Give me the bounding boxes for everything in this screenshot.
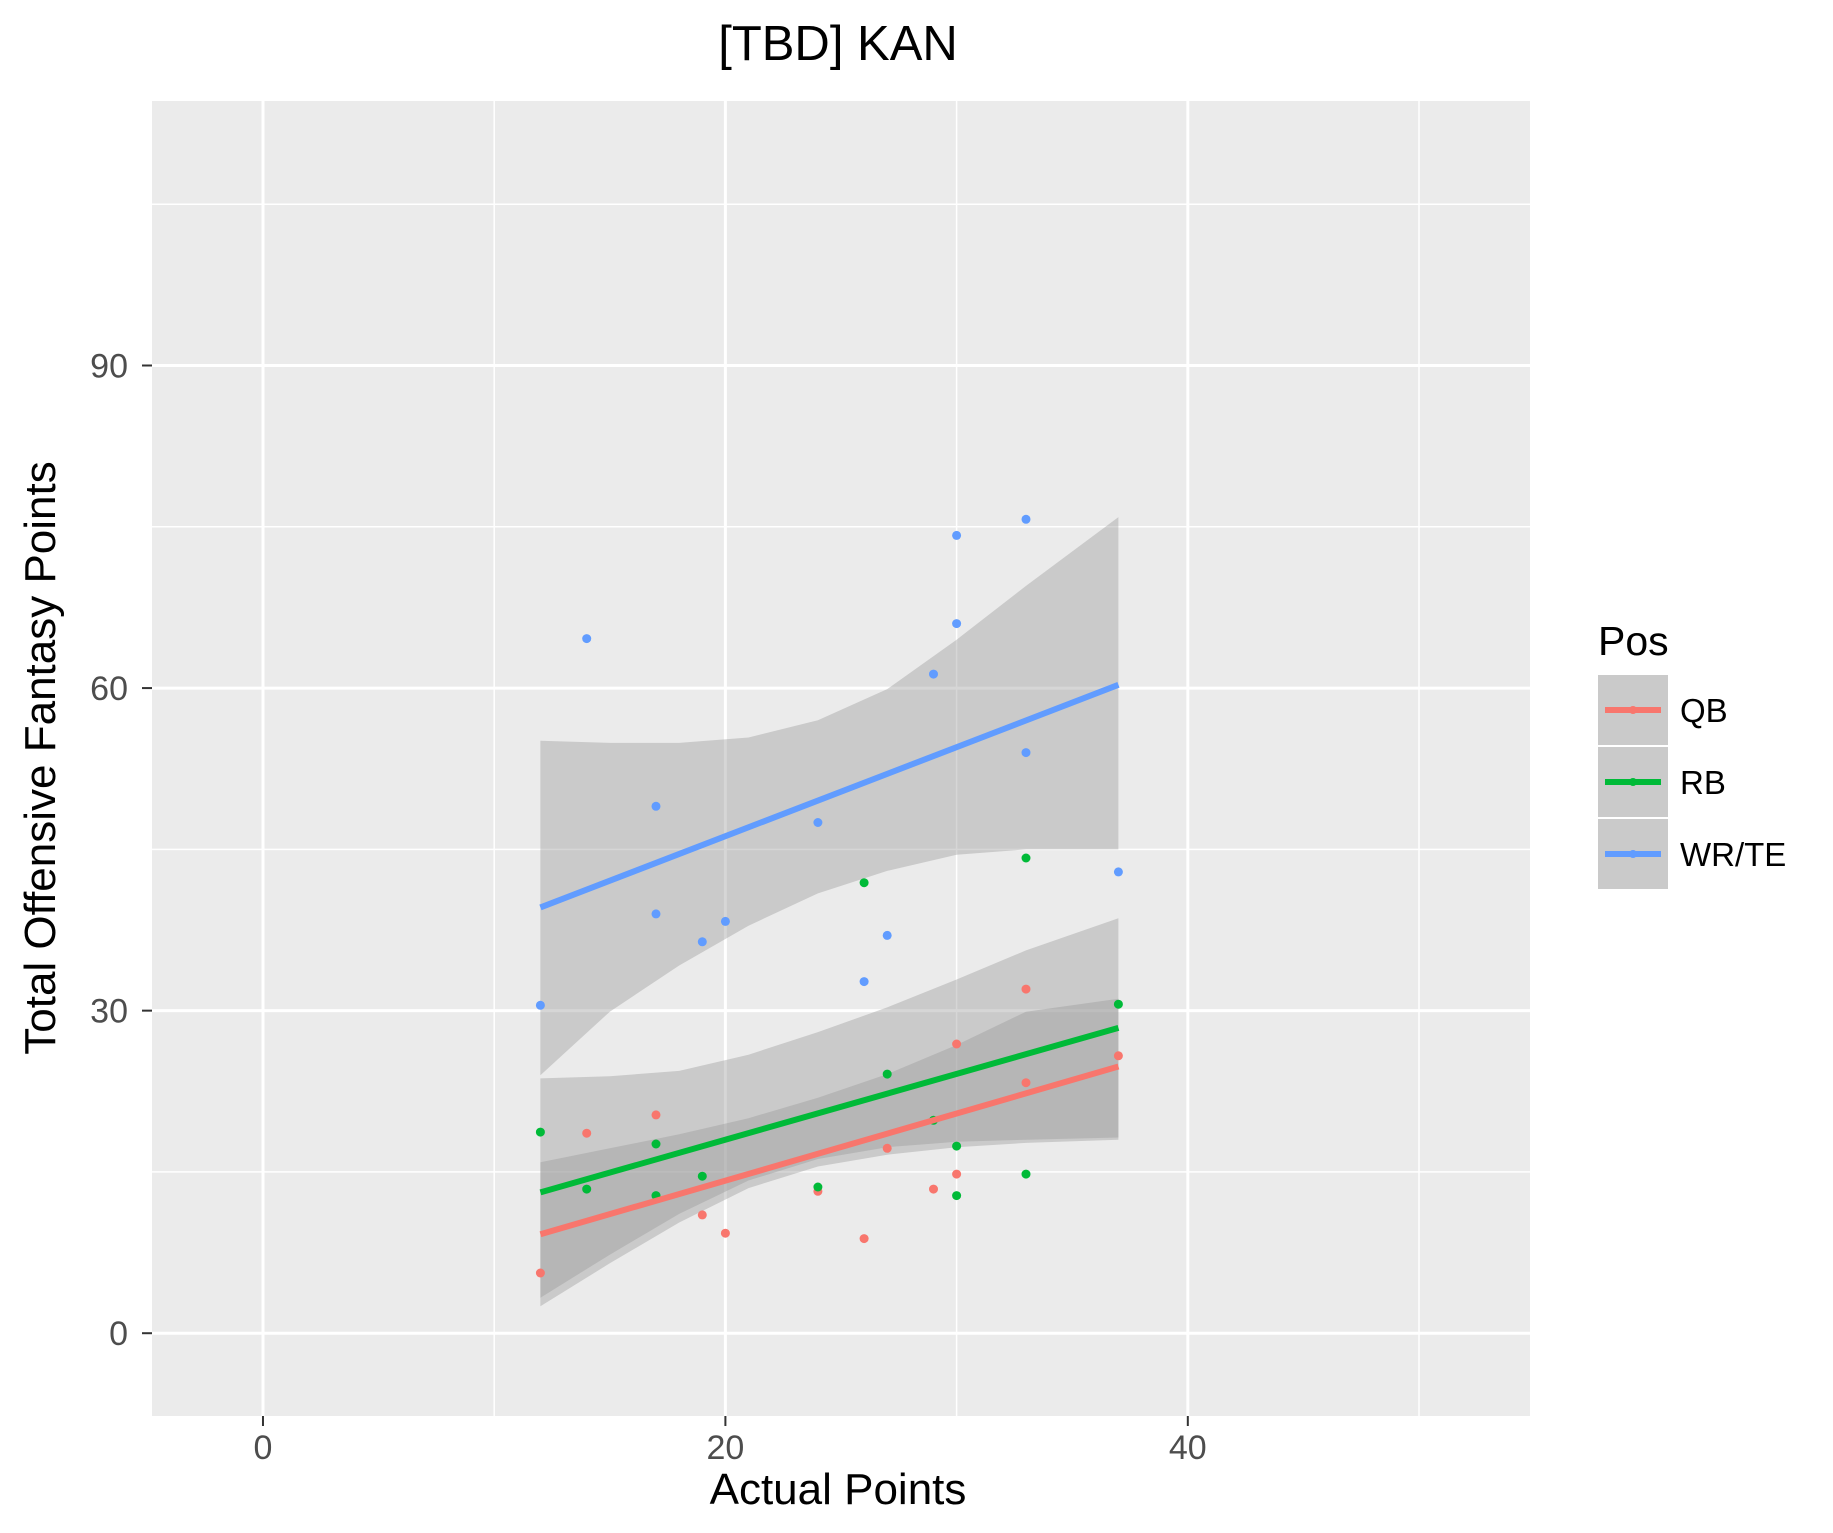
data-points — [535, 514, 1123, 1278]
point-wr-te — [813, 818, 823, 827]
point-wr-te — [882, 930, 892, 940]
point-rb — [582, 1184, 592, 1194]
point-rb — [1113, 999, 1123, 1009]
point-wr-te — [651, 801, 661, 811]
point-rb — [651, 1139, 661, 1149]
chart-title: [TBD] KAN — [718, 17, 958, 71]
point-wr-te — [651, 909, 661, 919]
point-rb — [813, 1182, 823, 1192]
legend-label: WR/TE — [1680, 836, 1786, 873]
x-tick-label: 20 — [706, 1429, 744, 1467]
point-qb — [882, 1143, 892, 1153]
point-qb — [929, 1184, 938, 1194]
y-tick-label: 0 — [109, 1315, 128, 1353]
point-rb — [535, 1127, 545, 1137]
x-axis-title: Actual Points — [710, 1465, 967, 1514]
y-axis-title: Total Offensive Fantasy Points — [16, 461, 65, 1054]
legend-key-point — [1629, 850, 1637, 858]
point-qb — [859, 1234, 869, 1244]
point-wr-te — [929, 669, 938, 679]
point-rb — [952, 1191, 962, 1201]
plot-panel — [152, 101, 1530, 1416]
y-axis: 0 30 60 90 — [90, 348, 152, 1353]
point-qb — [535, 1268, 545, 1278]
point-qb — [952, 1169, 962, 1179]
fit-line-wr-te — [539, 682, 1120, 911]
point-rb — [859, 878, 869, 888]
point-wr-te — [952, 530, 962, 540]
point-wr-te — [535, 1000, 545, 1010]
legend-label: QB — [1680, 692, 1728, 729]
point-qb — [1113, 1051, 1123, 1061]
y-tick-label: 30 — [90, 993, 128, 1031]
point-wr-te — [952, 619, 962, 629]
point-rb — [697, 1171, 707, 1181]
point-rb — [882, 1069, 892, 1079]
y-tick-label: 90 — [90, 348, 128, 386]
legend-key-point — [1629, 778, 1637, 786]
grid-major — [152, 101, 1530, 1416]
fit-lines — [539, 682, 1120, 1238]
point-wr-te — [1021, 514, 1031, 524]
point-rb — [1021, 1169, 1031, 1179]
fit-line-rb — [539, 1024, 1120, 1196]
legend: Pos QB RB WR/TE — [1598, 618, 1786, 889]
legend-title: Pos — [1598, 618, 1669, 664]
point-wr-te — [1021, 748, 1031, 758]
point-qb — [952, 1039, 962, 1049]
legend-label: RB — [1680, 764, 1726, 801]
legend-key-point — [1629, 706, 1637, 714]
point-wr-te — [582, 634, 592, 644]
point-wr-te — [720, 916, 730, 926]
point-wr-te — [697, 937, 707, 947]
y-tick-label: 60 — [90, 670, 128, 708]
point-rb — [952, 1141, 962, 1151]
point-wr-te — [1113, 867, 1123, 877]
x-tick-label: 40 — [1169, 1429, 1207, 1467]
point-qb — [1021, 984, 1031, 994]
point-rb — [1021, 853, 1031, 863]
x-axis: 0 20 40 — [254, 1416, 1207, 1467]
point-qb — [1021, 1078, 1031, 1088]
point-qb — [651, 1110, 661, 1120]
x-tick-label: 0 — [254, 1429, 273, 1467]
point-qb — [697, 1210, 707, 1220]
fit-line-qb — [539, 1063, 1120, 1238]
point-qb — [720, 1228, 730, 1238]
point-qb — [582, 1128, 592, 1138]
point-wr-te — [859, 977, 869, 987]
grid-minor — [152, 101, 1530, 1416]
